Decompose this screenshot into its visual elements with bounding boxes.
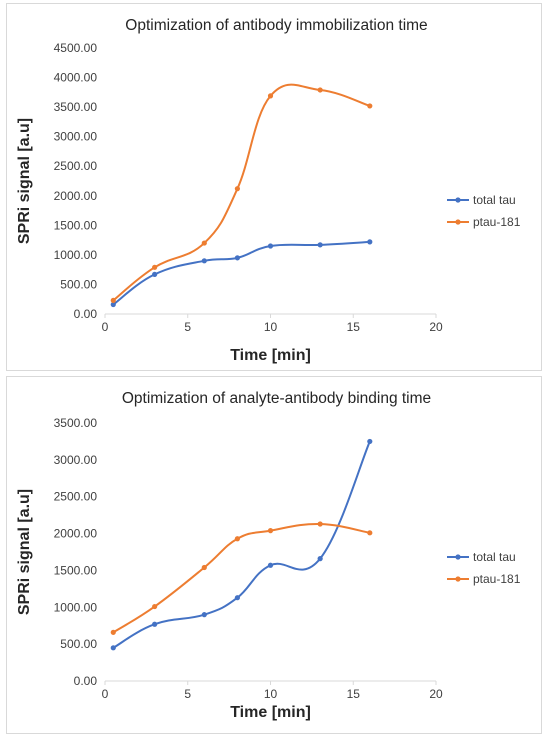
y-tick-label: 3000.00	[54, 453, 98, 467]
data-point	[152, 271, 158, 277]
x-tick-label: 15	[347, 320, 361, 334]
y-tick-label: 500.00	[60, 637, 97, 651]
data-point	[367, 438, 373, 445]
x-tick-label: 15	[347, 687, 361, 701]
data-point	[234, 595, 240, 601]
y-tick-label: 1500.00	[54, 218, 98, 232]
chart-panel-binding: Optimization of analyte-antibody binding…	[6, 376, 542, 734]
data-point	[317, 556, 323, 562]
data-point	[367, 530, 373, 536]
legend-marker	[455, 576, 461, 582]
y-tick-label: 0.00	[74, 674, 98, 688]
chart-panel-immobilization: Optimization of antibody immobilization …	[6, 3, 542, 371]
y-tick-label: 1000.00	[54, 600, 98, 614]
data-point	[267, 562, 274, 568]
x-tick-label: 20	[429, 687, 443, 701]
data-point	[201, 564, 207, 571]
series-line	[112, 240, 370, 306]
y-tick-label: 4000.00	[54, 71, 98, 85]
chart-svg-binding: Optimization of analyte-antibody binding…	[16, 390, 521, 721]
x-tick-label: 20	[429, 320, 443, 334]
data-point	[110, 301, 116, 308]
x-tick-label: 10	[264, 687, 278, 701]
series-line	[112, 83, 371, 302]
x-tick-label: 0	[102, 687, 109, 701]
data-point	[201, 612, 207, 618]
y-tick-label: 1000.00	[54, 248, 98, 262]
data-point	[152, 621, 158, 627]
data-point	[267, 528, 274, 534]
y-tick-label: 3500.00	[54, 100, 98, 114]
data-point	[367, 103, 373, 109]
x-tick-label: 10	[264, 320, 278, 334]
x-tick-label: 5	[184, 320, 191, 334]
data-point	[317, 87, 323, 93]
data-point	[267, 93, 274, 99]
data-point	[152, 603, 158, 610]
x-axis-title: Time [min]	[230, 704, 311, 721]
data-point	[234, 536, 240, 542]
data-point	[152, 264, 158, 270]
data-point	[110, 629, 116, 635]
legend-marker	[455, 554, 461, 560]
data-point	[110, 297, 116, 304]
series-line	[112, 441, 371, 649]
y-axis-title: SPRi signal [a.u]	[16, 489, 33, 615]
y-tick-label: 3000.00	[54, 130, 98, 144]
x-tick-label: 5	[184, 687, 191, 701]
y-tick-label: 2000.00	[54, 189, 98, 203]
legend-marker	[455, 219, 461, 225]
x-axis-title: Time [min]	[230, 347, 311, 364]
data-point	[234, 186, 240, 192]
y-tick-label: 2000.00	[54, 527, 98, 541]
chart-title: Optimization of analyte-antibody binding…	[122, 390, 431, 407]
data-point	[234, 255, 240, 261]
data-point	[201, 240, 207, 246]
data-point	[317, 521, 323, 527]
y-tick-label: 3500.00	[54, 416, 98, 430]
y-tick-label: 2500.00	[54, 490, 98, 504]
legend-label: ptau-181	[473, 572, 521, 586]
y-tick-label: 1500.00	[54, 563, 98, 577]
legend-marker	[455, 197, 461, 203]
legend-label: total tau	[473, 550, 516, 564]
y-tick-label: 4500.00	[54, 41, 98, 55]
y-axis-title: SPRi signal [a.u]	[16, 118, 33, 244]
data-point	[367, 239, 373, 245]
y-tick-label: 500.00	[60, 277, 97, 291]
data-point	[201, 258, 207, 264]
y-tick-label: 0.00	[74, 307, 98, 321]
chart-svg-immobilization: Optimization of antibody immobilization …	[16, 17, 521, 364]
data-point	[110, 645, 116, 651]
legend-label: ptau-181	[473, 215, 521, 229]
y-tick-label: 2500.00	[54, 159, 98, 173]
chart-title: Optimization of antibody immobilization …	[125, 17, 427, 34]
data-point	[317, 242, 323, 248]
x-tick-label: 0	[102, 320, 109, 334]
legend-label: total tau	[473, 193, 516, 207]
data-point	[267, 243, 274, 249]
